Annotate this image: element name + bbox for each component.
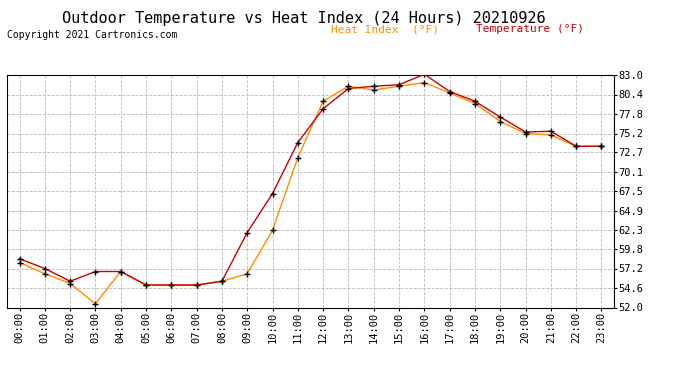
Text: Outdoor Temperature vs Heat Index (24 Hours) 20210926: Outdoor Temperature vs Heat Index (24 Ho… <box>62 11 545 26</box>
Text: Temperature (°F): Temperature (°F) <box>476 24 584 34</box>
Text: Heat Index  (°F): Heat Index (°F) <box>331 24 440 34</box>
Text: Copyright 2021 Cartronics.com: Copyright 2021 Cartronics.com <box>7 30 177 40</box>
